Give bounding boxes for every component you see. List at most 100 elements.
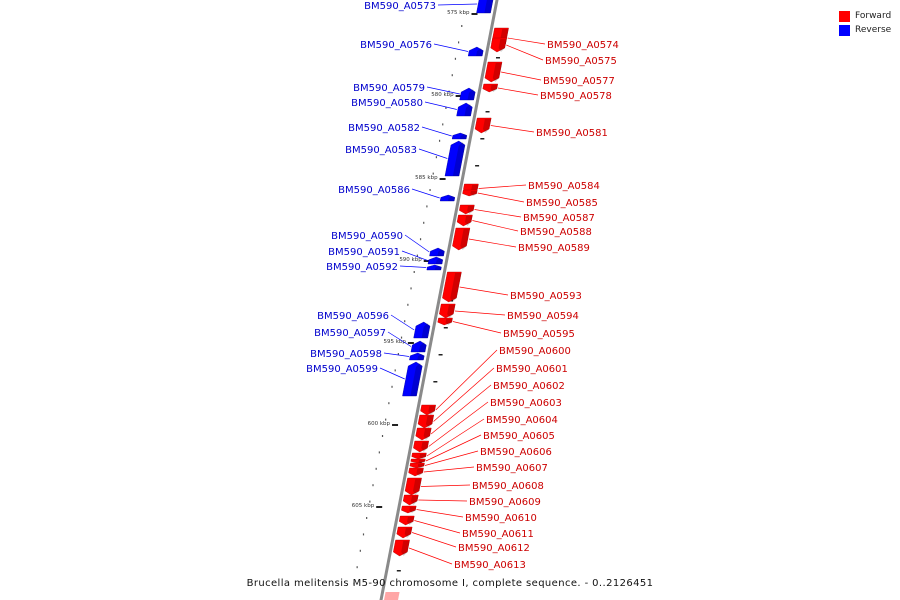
gene-arrow-shade <box>467 206 475 214</box>
leader-line <box>426 86 460 95</box>
gene-arrow-shade <box>467 89 476 100</box>
gene-label: BM590_A0595 <box>503 329 575 340</box>
gene-arrow <box>401 505 417 514</box>
gene-arrow <box>393 539 410 557</box>
gene-arrow <box>429 247 445 257</box>
minor-tick <box>454 57 457 60</box>
gene-arrow-shade <box>435 258 443 264</box>
legend-item-reverse: Reverse <box>839 23 891 37</box>
leader-line <box>390 314 415 331</box>
leader-line <box>424 450 479 466</box>
leader-line <box>452 321 502 334</box>
leader-line <box>430 384 492 435</box>
leader-line <box>411 188 440 199</box>
minor-tick <box>353 582 355 585</box>
leader-line <box>433 367 495 422</box>
gene-arrow-shade <box>452 142 465 176</box>
gene-label: BM590_A0606 <box>480 447 552 458</box>
gene-label: BM590_A0584 <box>528 181 600 192</box>
minor-tick <box>435 156 438 159</box>
gene-arrow-shade <box>417 354 425 360</box>
gene-arrow <box>442 271 462 303</box>
legend-label-reverse: Reverse <box>855 25 892 35</box>
right-tick <box>438 354 443 356</box>
forward-swatch <box>839 10 850 22</box>
gene-arrow-shade <box>404 528 413 538</box>
gene-label: BM590_A0597 <box>314 328 386 339</box>
leader-line <box>501 71 542 81</box>
minor-tick <box>429 189 431 191</box>
gene-label: BM590_A0591 <box>328 247 400 258</box>
right-tick <box>480 138 485 140</box>
gene-arrow-shade <box>401 541 410 556</box>
reverse-swatch <box>839 24 850 36</box>
minor-tick <box>438 139 441 142</box>
gene-label: BM590_A0600 <box>499 346 571 357</box>
gene-arrow-shade <box>412 479 422 495</box>
gene-arrow <box>474 117 492 134</box>
gene-label: BM590_A0578 <box>540 91 612 102</box>
gene-arrow <box>408 467 424 477</box>
right-tick <box>485 111 490 113</box>
leader-line <box>418 148 448 159</box>
gene-label: BM590_A0594 <box>507 311 579 322</box>
leader-line <box>478 184 527 189</box>
sequence-backbone <box>379 0 499 600</box>
gene-arrow <box>402 361 423 397</box>
gene-arrow <box>417 414 435 429</box>
gene-arrow-shade <box>419 454 427 459</box>
right-tick <box>443 327 448 329</box>
gene-arrow-shade <box>434 266 442 270</box>
minor-tick <box>400 336 403 339</box>
gene-label: BM590_A0608 <box>472 481 544 492</box>
minor-tick <box>372 484 374 487</box>
leader-line <box>433 43 469 52</box>
gene-label: BM590_A0609 <box>469 497 541 508</box>
gene-arrow <box>413 321 431 339</box>
minor-tick <box>378 451 380 454</box>
gene-arrow-shade <box>484 0 494 13</box>
gene-label: BM590_A0613 <box>454 560 526 571</box>
gene-label: BM590_A0583 <box>345 145 417 156</box>
gene-label: BM590_A0610 <box>465 513 537 524</box>
minor-tick <box>416 254 418 257</box>
leader-line <box>506 44 544 61</box>
tick-label: 575 kbp <box>447 10 470 16</box>
minor-tick <box>410 287 412 290</box>
strand-legend: Forward Reverse <box>839 9 891 37</box>
gene-arrow-shade <box>464 104 473 116</box>
gene-arrow-shade <box>410 496 419 505</box>
gene-arrow-shade <box>492 63 503 82</box>
leader-line <box>474 209 522 218</box>
leader-line <box>425 434 482 462</box>
gene-arrow <box>467 46 484 57</box>
gene-arrow <box>409 352 425 361</box>
gene-arrow-shade <box>490 85 498 92</box>
gene-arrow-shade <box>482 119 492 133</box>
minor-tick <box>419 238 422 241</box>
sequence-caption: Brucella melitensis M5-90 chromosome I, … <box>246 578 654 589</box>
gene-arrow <box>452 227 471 251</box>
leader-line <box>414 520 461 534</box>
gene-label: BM590_A0599 <box>306 364 378 375</box>
gene-arrow-shade <box>460 229 470 250</box>
gene-arrow <box>420 404 436 416</box>
leader-line <box>477 192 525 203</box>
minor-tick <box>385 418 387 421</box>
gene-label: BM590_A0611 <box>462 529 534 540</box>
leader-line <box>435 349 498 411</box>
gene-label: BM590_A0589 <box>518 243 590 254</box>
gene-arrow <box>451 132 468 140</box>
gene-arrow-shade <box>410 363 423 396</box>
gene-label: BM590_A0603 <box>490 398 562 409</box>
gene-arrow-shade <box>476 48 484 56</box>
leader-line <box>472 220 519 232</box>
minor-tick <box>394 369 396 372</box>
minor-tick <box>381 435 384 437</box>
minor-tick <box>366 517 368 519</box>
gene-arrow <box>409 462 425 469</box>
tick-label: 595 kbp <box>383 339 406 345</box>
gene-arrow-shade <box>407 517 415 525</box>
leader-line <box>459 286 509 296</box>
